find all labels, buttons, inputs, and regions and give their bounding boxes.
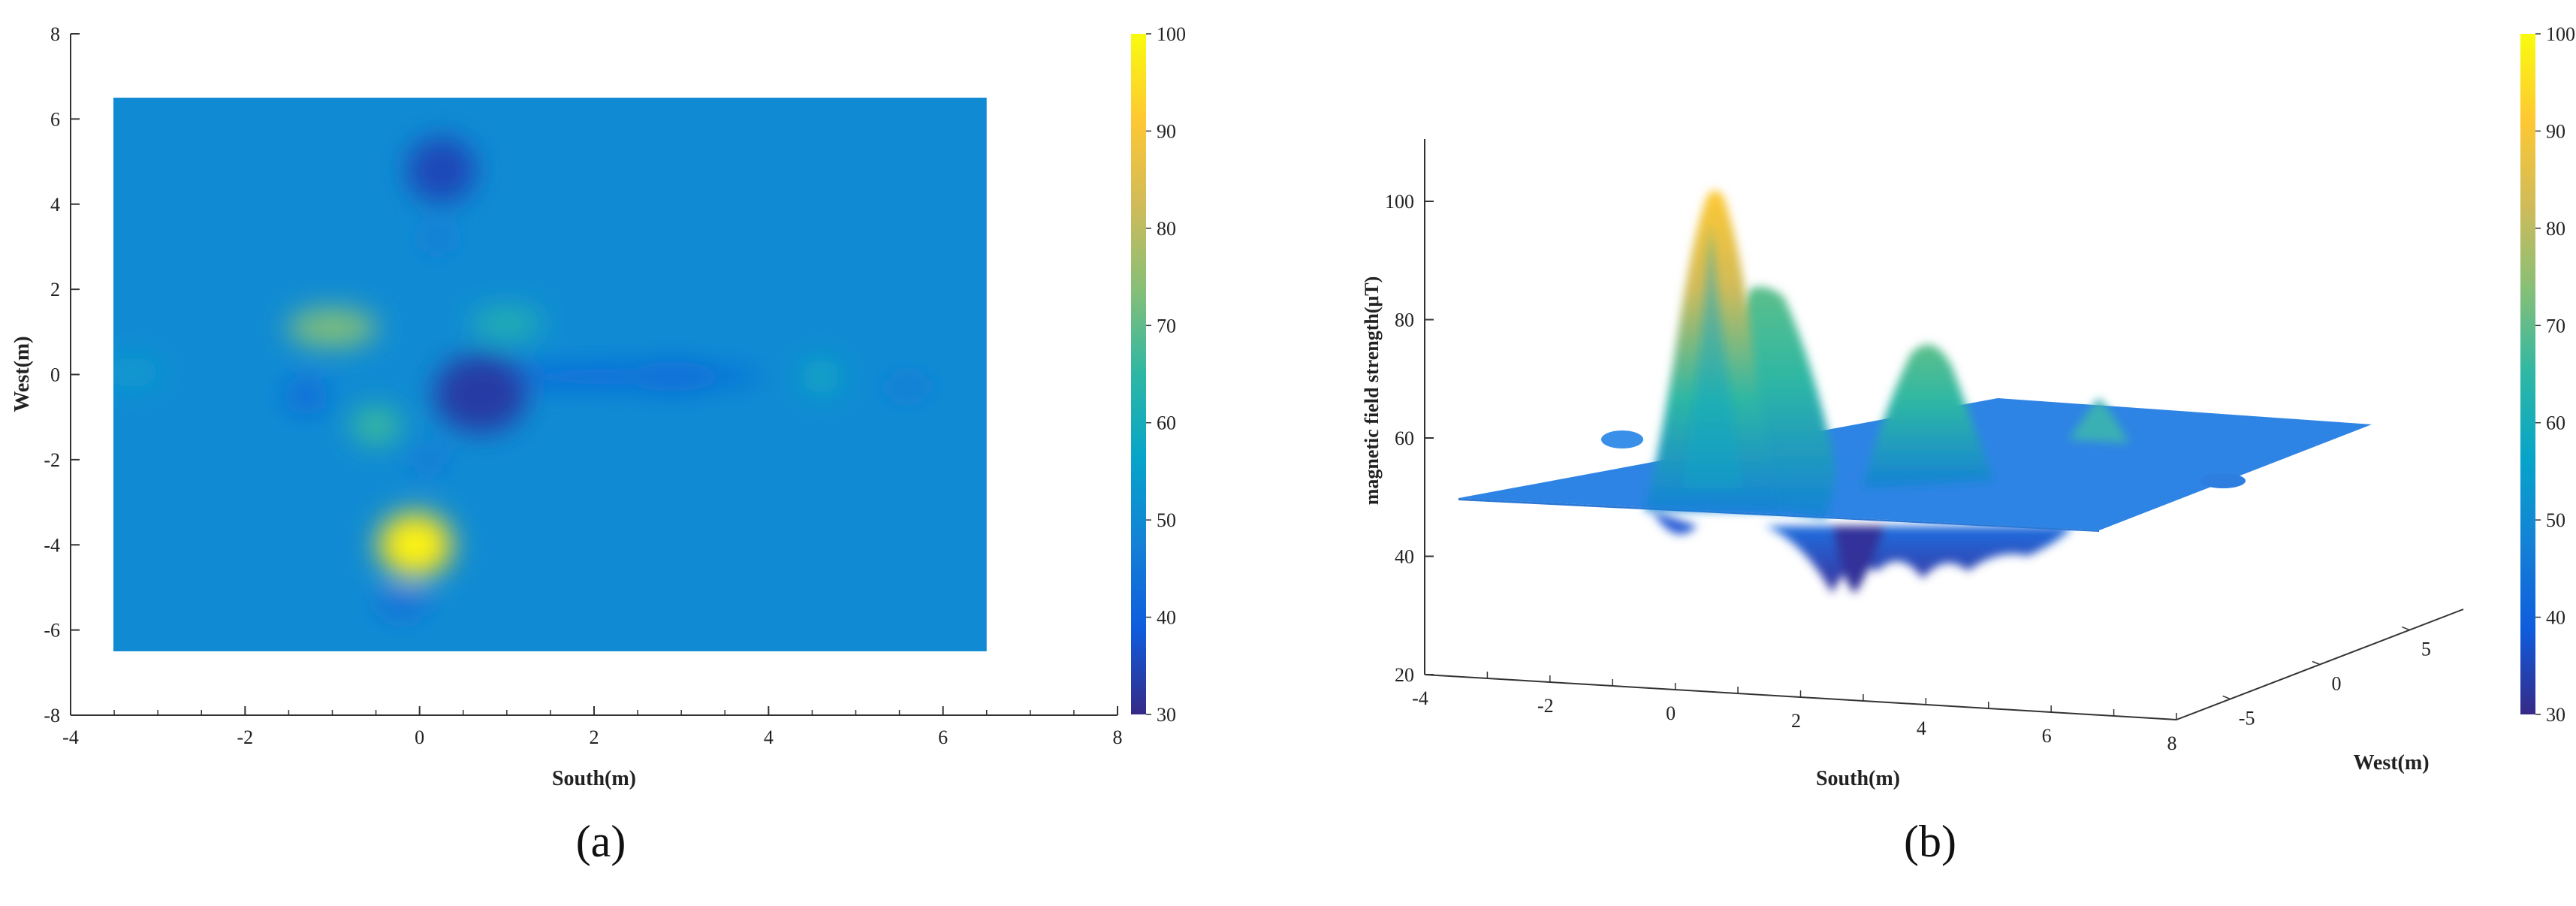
z-tick-label: 20 bbox=[1395, 664, 1414, 686]
x-tick-label: 2 bbox=[590, 726, 599, 748]
surface-plot bbox=[1458, 190, 2372, 593]
y-tick-label: 0 bbox=[50, 364, 60, 386]
colorbar-tick-label: 60 bbox=[2546, 412, 2565, 434]
z-axis-label: magnetic field strength(μT) bbox=[1361, 276, 1383, 506]
heatmap-features bbox=[113, 137, 934, 620]
panel-label-b: (b) bbox=[1904, 817, 1956, 866]
z-ticks: 20 40 60 80 100 bbox=[1385, 191, 1434, 686]
surface-panel: 20 40 60 80 100 -4 -2 0 2 4 6 8 -5 0 5 bbox=[1361, 23, 2575, 866]
heatmap-feature bbox=[882, 375, 934, 400]
colorbar-tick-label: 30 bbox=[2546, 704, 2565, 726]
z-tick-label: 40 bbox=[1395, 546, 1414, 568]
colorbar-tick-label: 40 bbox=[1157, 607, 1176, 629]
surface-plane-edge bbox=[1458, 498, 2099, 532]
x-tick-label: -4 bbox=[62, 726, 79, 748]
heatmap-feature bbox=[470, 307, 543, 340]
z-tick-label: 80 bbox=[1395, 310, 1414, 331]
y-tick-label-3d: 5 bbox=[2421, 639, 2431, 660]
x-tick-label-3d: 8 bbox=[2167, 732, 2177, 754]
colorbar-b bbox=[2520, 34, 2535, 714]
x-ticks-3d: -4 -2 0 2 4 6 8 bbox=[1412, 668, 2177, 754]
z-tick-label: 100 bbox=[1385, 191, 1414, 213]
heatmap-feature bbox=[113, 357, 162, 388]
heatmap-feature bbox=[406, 448, 451, 470]
z-tick-label: 60 bbox=[1395, 427, 1414, 449]
y-axis-label-3d: West(m) bbox=[2353, 751, 2429, 775]
heatmap-feature bbox=[418, 223, 455, 254]
y-ticks-3d: -5 0 5 bbox=[2222, 626, 2431, 729]
surface-dips bbox=[1652, 511, 2073, 593]
x-tick-label: 6 bbox=[938, 726, 948, 748]
colorbar-tick-label: 70 bbox=[1157, 315, 1176, 337]
x-axis-label: South(m) bbox=[552, 767, 636, 790]
x-axis-label-3d: South(m) bbox=[1816, 767, 1900, 790]
surface-peak-right bbox=[1863, 344, 1994, 488]
colorbar-tick-label: 100 bbox=[2546, 23, 2575, 45]
y-tick-label: -4 bbox=[44, 534, 60, 556]
heatmap-panel: -4 -2 0 2 4 6 8 -8 -6 -4 -2 0 2 4 6 8 South(m) West(m)… bbox=[11, 23, 1186, 866]
colorbar-ticks-b: 30 40 50 60 70 80 90 100 bbox=[2535, 23, 2575, 726]
x-tick-label: 0 bbox=[415, 726, 424, 748]
x-tick-label-3d: -2 bbox=[1537, 695, 1554, 717]
colorbar-tick-label: 30 bbox=[1157, 704, 1176, 726]
heatmap-feature bbox=[350, 406, 402, 445]
x-tick-label-3d: -4 bbox=[1412, 687, 1428, 709]
colorbar-tick-label: 90 bbox=[2546, 120, 2565, 142]
heatmap-feature bbox=[283, 376, 329, 415]
colorbar-tick-label: 100 bbox=[1157, 23, 1186, 45]
heatmap-feature bbox=[801, 358, 841, 395]
y-tick-label: 2 bbox=[50, 279, 60, 300]
heatmap-feature bbox=[373, 589, 431, 620]
colorbar-tick-label: 80 bbox=[2546, 218, 2565, 240]
y-tick-label-3d: 0 bbox=[2332, 673, 2342, 695]
colorbar-tick-label: 70 bbox=[2546, 315, 2565, 337]
x-tick-label-3d: 0 bbox=[1666, 702, 1676, 724]
x-tick-label-3d: 4 bbox=[1917, 717, 1926, 739]
x-tick-label-3d: 2 bbox=[1791, 710, 1801, 732]
heatmap-feature bbox=[433, 355, 527, 433]
x-tick-label-3d: 6 bbox=[2042, 725, 2052, 747]
y-tick-mark-3d bbox=[2222, 695, 2231, 700]
x-tick-label: -2 bbox=[237, 726, 253, 748]
x-ticks: -4 -2 0 2 4 6 8 bbox=[62, 706, 1123, 748]
heatmap-surface bbox=[113, 98, 987, 651]
y-tick-label: -2 bbox=[44, 449, 60, 471]
heatmap-feature bbox=[406, 137, 476, 204]
y-tick-label: -8 bbox=[44, 705, 60, 726]
colorbar-ticks: 30 40 50 60 70 80 90 100 bbox=[1146, 23, 1186, 726]
surface-peak-far-right bbox=[2069, 398, 2129, 443]
colorbar-tick-label: 60 bbox=[1157, 412, 1176, 434]
y-tick-label: 6 bbox=[50, 108, 60, 130]
colorbar-tick-label: 90 bbox=[1157, 120, 1176, 142]
y-tick-label: 8 bbox=[50, 23, 60, 45]
y-tick-mark-3d bbox=[2402, 626, 2410, 631]
colorbar bbox=[1131, 34, 1146, 714]
colorbar-tick-label: 50 bbox=[1157, 509, 1176, 531]
x-tick-label: 8 bbox=[1113, 726, 1123, 748]
colorbar-tick-label: 80 bbox=[1157, 218, 1176, 240]
y-tick-label: 4 bbox=[50, 194, 60, 216]
y-tick-label-3d: -5 bbox=[2239, 707, 2255, 729]
colorbar-tick-label: 50 bbox=[2546, 509, 2565, 531]
colorbar-tick-label: 40 bbox=[2546, 607, 2565, 629]
heatmap-feature-core bbox=[395, 528, 435, 562]
heatmap-feature bbox=[620, 361, 725, 392]
panel-label-a: (a) bbox=[576, 817, 626, 866]
x-tick-label: 4 bbox=[764, 726, 774, 748]
y-tick-label: -6 bbox=[44, 620, 60, 642]
heatmap-feature bbox=[287, 308, 378, 348]
y-axis-label: West(m) bbox=[11, 336, 34, 412]
y-tick-mark-3d bbox=[2312, 660, 2321, 666]
y-ticks: -8 -6 -4 -2 0 2 4 6 8 bbox=[44, 23, 80, 726]
